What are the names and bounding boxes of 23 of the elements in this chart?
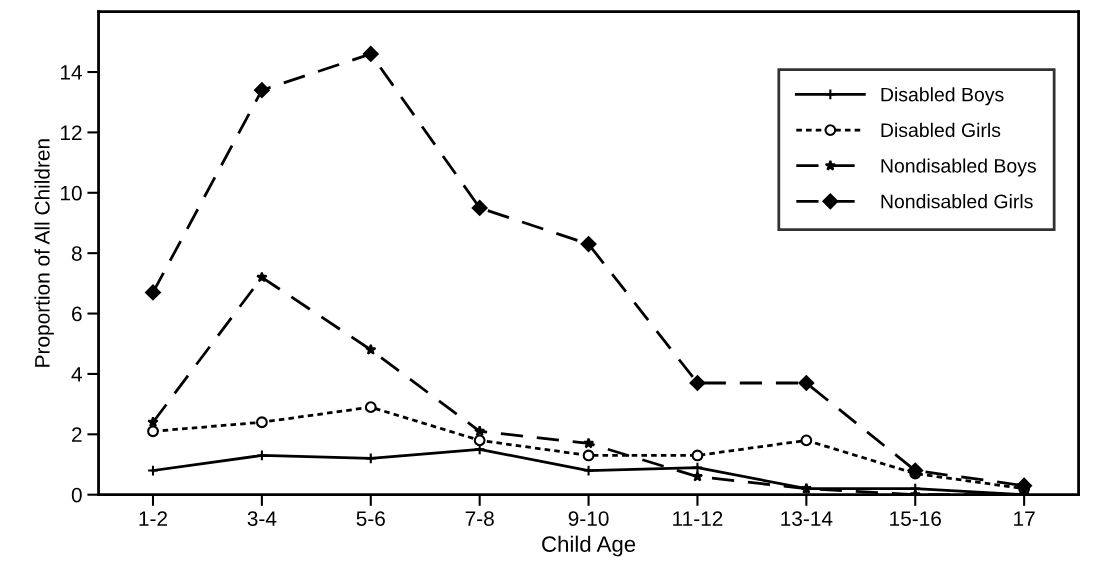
x-tick-label: 13-14 <box>781 511 833 526</box>
y-tick-label: 6 <box>72 306 82 322</box>
y-tick-label: 12 <box>61 125 82 140</box>
y-axis-title: Proportion of All Children <box>34 139 54 367</box>
x-tick-label: 9-10 <box>568 511 609 526</box>
x-tick-label: 7-8 <box>465 511 494 526</box>
x-tick-label: 5-6 <box>356 511 385 526</box>
legend-label: Nondisabled Boys <box>881 158 1036 177</box>
y-tick-label: 4 <box>71 367 82 382</box>
y-tick-label: 0 <box>71 487 82 503</box>
y-tick-label: 8 <box>71 246 82 261</box>
legend-label: Disabled Girls <box>881 122 1001 138</box>
y-tick-label: 2 <box>72 427 82 442</box>
legend-label: Nondisabled Girls <box>881 194 1033 209</box>
x-tick-label: 17 <box>1014 511 1035 526</box>
x-tick-label: 11-12 <box>673 511 723 526</box>
y-tick-label: 14 <box>61 65 82 80</box>
x-axis-title: Child Age <box>542 535 636 557</box>
x-tick-label: 15-16 <box>890 511 941 526</box>
x-tick-label: 1-2 <box>139 511 168 526</box>
x-tick-label: 3-4 <box>247 511 277 526</box>
legend-label: Disabled Boys <box>881 87 1004 106</box>
y-tick-label: 10 <box>61 185 82 201</box>
